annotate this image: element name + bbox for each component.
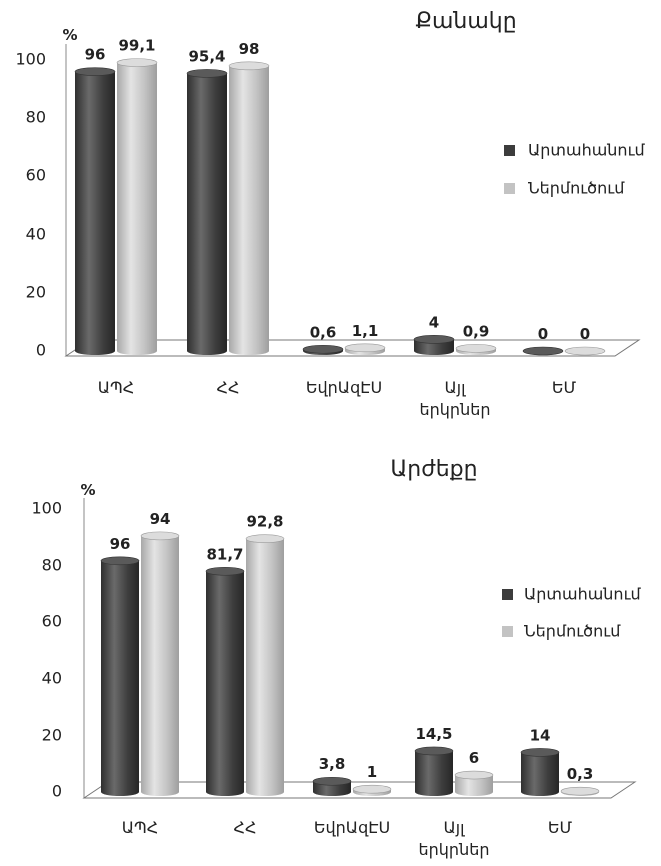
bar-import: [228, 61, 270, 355]
bar-import: [564, 346, 606, 356]
bar-export: [205, 566, 245, 796]
y-tick-label: 20: [26, 283, 46, 302]
y-tick-label: 20: [42, 726, 62, 745]
x-category-label: ԵՄ: [548, 818, 573, 837]
bar-export: [414, 746, 454, 796]
bar-export: [312, 776, 352, 796]
bar-export: [100, 556, 140, 796]
y-unit-label: %: [62, 26, 77, 44]
data-label: 92,8: [246, 513, 283, 531]
bar-import: [455, 344, 497, 355]
legend-label-import: Ներմուծում: [524, 622, 621, 641]
y-tick-label: 40: [26, 225, 46, 244]
bar-import: [352, 784, 392, 796]
y-tick-label: 0: [52, 782, 62, 801]
bar-import: [454, 770, 494, 796]
y-tick-label: 60: [42, 612, 62, 631]
bar-export: [522, 346, 564, 356]
y-tick-label: 100: [15, 50, 46, 69]
x-category-label: Այլ երկրներ: [419, 818, 490, 859]
x-category-label: ԱՊՀ: [122, 818, 159, 837]
y-tick-label: 100: [31, 499, 62, 518]
chart-title: Արժեքը: [390, 457, 477, 482]
legend-label-import: Ներմուծում: [528, 179, 625, 198]
x-category-label: ԵվրԱզԷՍ: [314, 818, 390, 837]
data-label: 96: [110, 535, 131, 553]
bar-export: [302, 344, 344, 355]
data-label: 0: [538, 325, 548, 343]
data-label: 14,5: [415, 725, 452, 743]
data-label: 94: [150, 510, 171, 528]
chart-value: Արժեքը % 100 80 60 40 20 0 96 94 81,792,8 3…: [31, 457, 641, 859]
bar-export: [74, 67, 116, 355]
data-label: 3,8: [319, 755, 346, 773]
bar-import: [116, 58, 158, 355]
data-label: 1,1: [352, 322, 379, 340]
bar-import: [344, 343, 386, 355]
x-category-label: ԱՊՀ: [98, 378, 135, 397]
y-tick-label: 60: [26, 166, 46, 185]
y-tick-label: 80: [26, 108, 46, 127]
legend-swatch-import: [504, 183, 515, 194]
data-label: 0,3: [567, 765, 594, 783]
y-tick-label: 0: [36, 341, 46, 360]
y-unit-label: %: [80, 481, 95, 499]
y-tick-label: 80: [42, 556, 62, 575]
x-category-label: ԵվրԱզԷՍ: [306, 378, 382, 397]
data-label: 0,9: [463, 322, 490, 340]
bar-import: [140, 531, 180, 796]
data-label: 4: [429, 313, 439, 331]
bars-group: 96 99,1 95,4 98 0,6 1,1 4 0,9 0 0: [74, 37, 606, 356]
x-category-label: Այլ երկրներ: [420, 378, 491, 419]
legend-swatch-export: [504, 145, 515, 156]
bar-import: [245, 534, 285, 796]
chart-title: Քանակը: [415, 9, 516, 34]
legend-label-export: Արտահանում: [528, 141, 646, 160]
data-label: 96: [85, 46, 106, 64]
data-label: 6: [469, 749, 479, 767]
x-category-label: ՀՀ: [217, 378, 240, 397]
data-label: 99,1: [118, 37, 155, 55]
data-label: 98: [239, 40, 260, 58]
data-label: 1: [367, 763, 377, 781]
data-label: 95,4: [188, 47, 225, 65]
legend-swatch-export: [502, 589, 513, 600]
x-category-label: ՀՀ: [234, 818, 257, 837]
legend-swatch-import: [502, 626, 513, 637]
data-label: 0: [580, 325, 590, 343]
legend-label-export: Արտահանում: [524, 585, 642, 604]
data-label: 0,6: [310, 323, 337, 341]
bars-group: 96 94 81,792,8 3,8 1 14,5 6 14 0,3: [100, 510, 600, 796]
x-category-label: ԵՄ: [552, 378, 577, 397]
data-label: 81,7: [206, 545, 243, 563]
data-label: 14: [530, 726, 551, 744]
bar-export: [413, 335, 455, 355]
bar-export: [520, 748, 560, 796]
y-tick-label: 40: [42, 669, 62, 688]
bar-import: [560, 786, 600, 796]
bar-export: [186, 69, 228, 355]
